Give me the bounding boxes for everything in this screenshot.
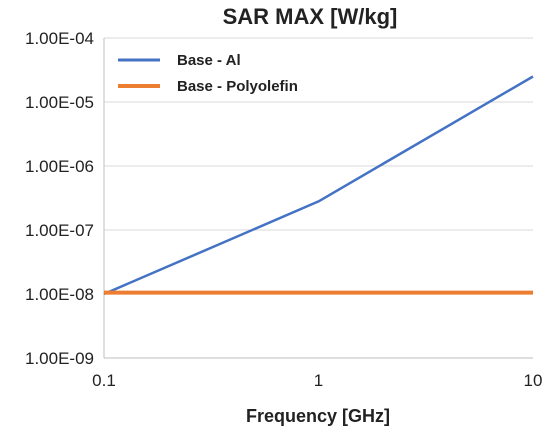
y-tick-label: 1.00E-05 bbox=[25, 93, 94, 112]
legend-label: Base - Polyolefin bbox=[177, 78, 298, 95]
y-tick-label: 1.00E-06 bbox=[25, 157, 94, 176]
y-tick-label: 1.00E-04 bbox=[25, 29, 94, 48]
chart-title: SAR MAX [W/kg] bbox=[223, 4, 398, 29]
axes bbox=[103, 38, 533, 359]
legend: Base - Al Base - Polyolefin bbox=[118, 52, 298, 95]
x-axis-label: Frequency [GHz] bbox=[246, 406, 390, 426]
x-tick-label: 10 bbox=[524, 371, 543, 390]
series-line bbox=[103, 75, 534, 296]
grid bbox=[104, 37, 533, 295]
y-tick-label: 1.00E-07 bbox=[25, 221, 94, 240]
series-lines bbox=[103, 75, 534, 296]
legend-label: Base - Al bbox=[177, 52, 241, 69]
y-tick-label: 1.00E-09 bbox=[25, 349, 94, 368]
tick-labels: 1.00E-09 1.00E-08 1.00E-07 1.00E-06 1.00E-05… bbox=[25, 29, 542, 390]
x-tick-label: 0.1 bbox=[92, 371, 116, 390]
x-tick-label: 1 bbox=[314, 371, 323, 390]
y-tick-label: 1.00E-08 bbox=[25, 285, 94, 304]
